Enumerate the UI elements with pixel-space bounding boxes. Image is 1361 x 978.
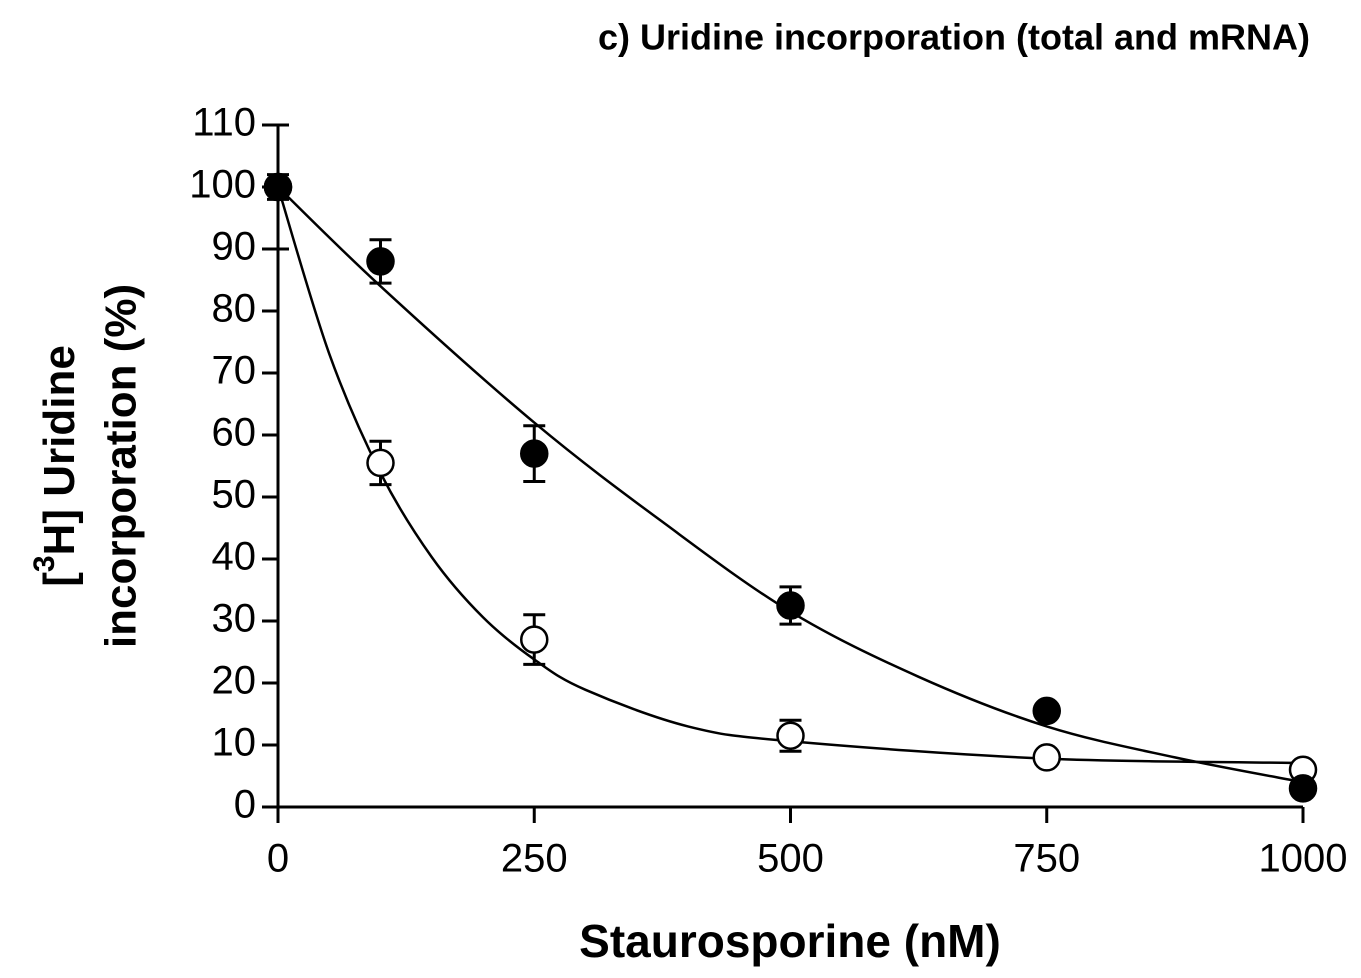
y-tick-label: 30	[212, 597, 257, 641]
marker	[366, 448, 395, 478]
marker	[1032, 743, 1061, 772]
x-axis-label: Staurosporine (nM)	[579, 915, 1001, 967]
marker	[776, 721, 805, 750]
marker	[520, 439, 549, 468]
fit-curve	[277, 186, 1304, 784]
y-tick-label: 0	[234, 783, 256, 827]
y-tick-label: 10	[212, 721, 257, 765]
marker	[263, 172, 293, 202]
marker	[1288, 774, 1318, 803]
x-tick-label: 750	[1013, 837, 1080, 881]
y-tick-label: 40	[212, 535, 257, 579]
y-label-part: H] Uridine	[35, 345, 84, 555]
marker	[1032, 696, 1061, 726]
marker	[366, 247, 395, 276]
y-axis-label: [3H] Uridine	[28, 345, 84, 587]
y-label-sup: 3	[28, 555, 61, 572]
fit-curve	[276, 186, 1304, 765]
marker	[520, 625, 549, 654]
y-axis-label: incorporation (%)	[97, 284, 146, 648]
y-tick-label: 50	[212, 473, 257, 517]
x-tick-label: 250	[501, 837, 568, 881]
x-tick-label: 0	[267, 837, 289, 881]
y-label-part: [	[35, 572, 84, 587]
y-tick-label: 90	[212, 225, 257, 269]
x-tick-label: 500	[757, 837, 824, 881]
marker	[776, 591, 805, 620]
x-tick-label: 1000	[1259, 837, 1348, 881]
y-tick-label: 70	[212, 349, 257, 393]
y-tick-label: 80	[212, 287, 257, 331]
y-tick-label: 20	[212, 659, 257, 703]
y-tick-label: 60	[212, 411, 257, 455]
chart-title: c) Uridine incorporation (total and mRNA…	[598, 17, 1310, 58]
y-tick-label: 100	[189, 163, 256, 207]
y-tick-label: 110	[192, 101, 256, 145]
